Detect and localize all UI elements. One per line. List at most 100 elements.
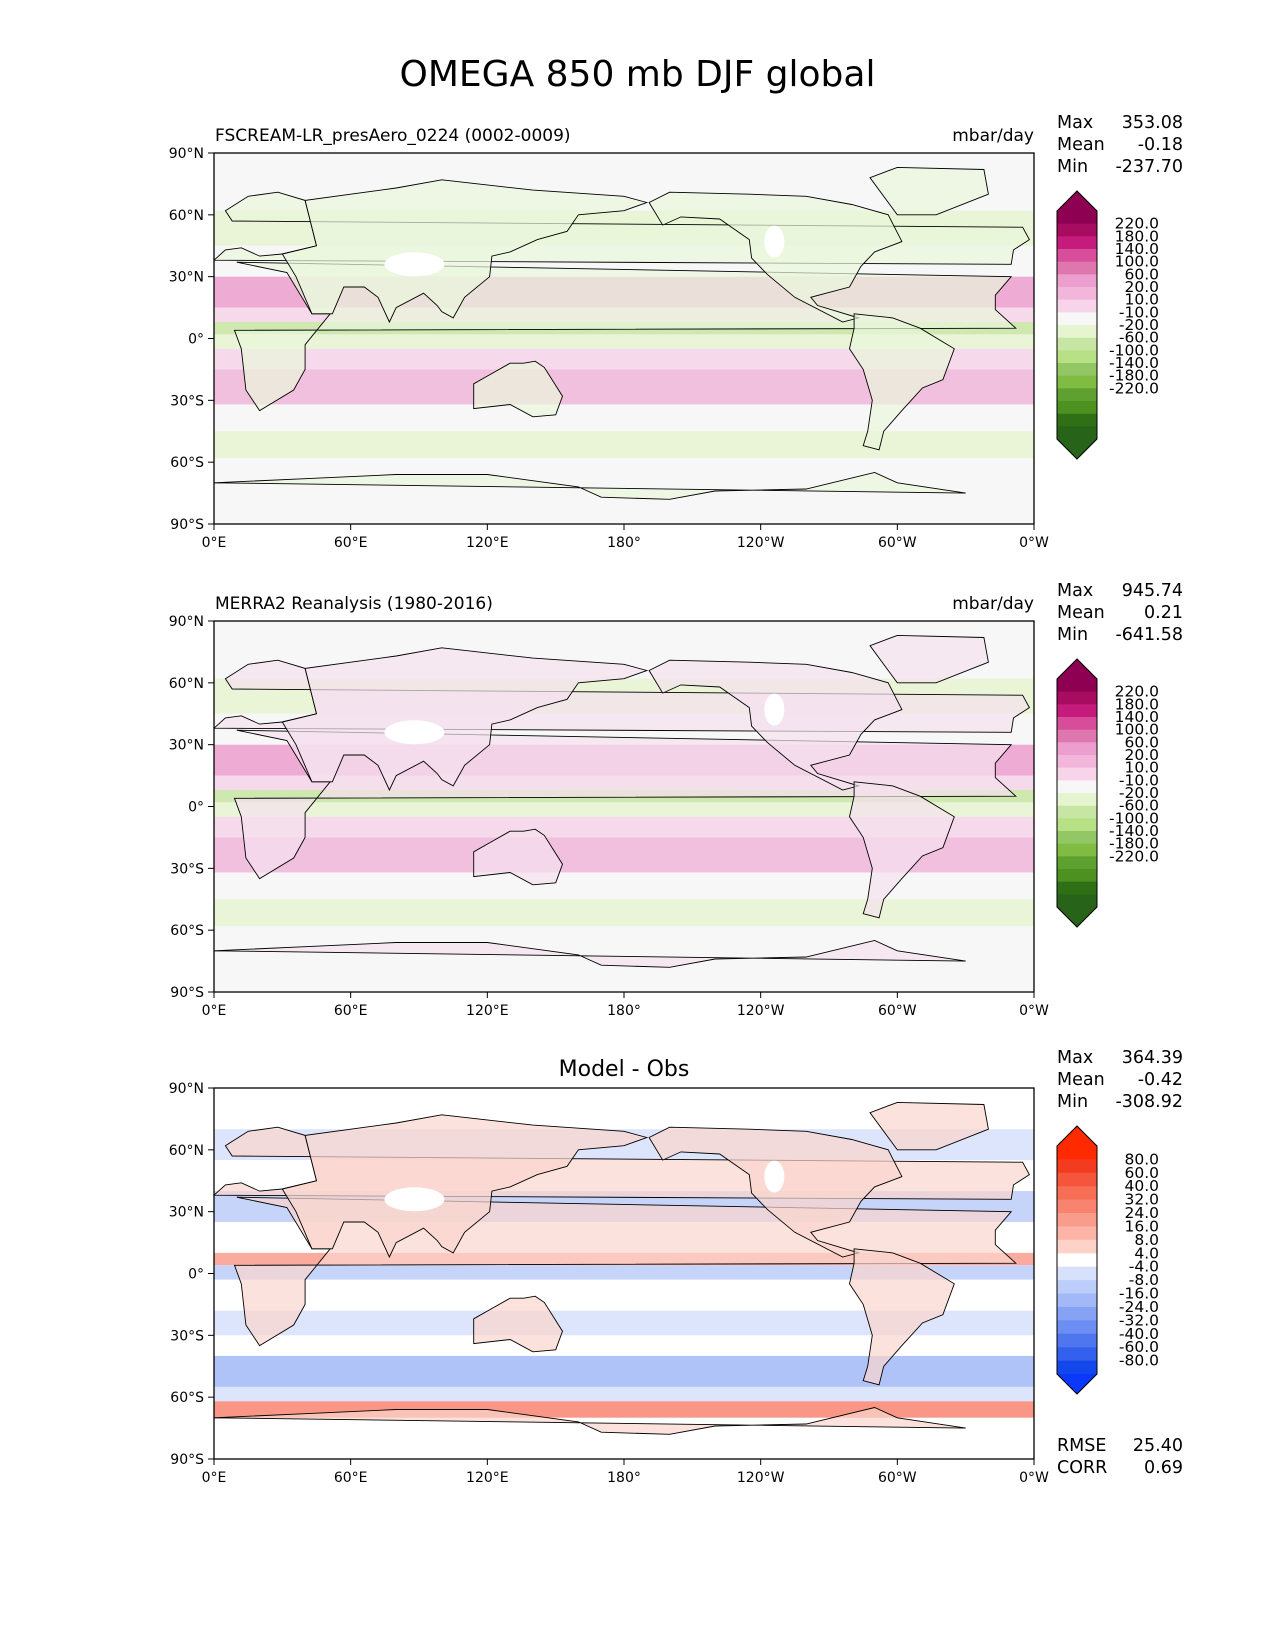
- colorbar-outline: [1056, 1125, 1098, 1395]
- colorbar-tick-label: -16.0: [1119, 1285, 1159, 1303]
- stat-label: Mean: [1057, 603, 1105, 623]
- colorbar-swatch: [1057, 1333, 1097, 1348]
- colorbar-swatch: [1057, 363, 1097, 377]
- colorbar-swatch: [1057, 704, 1097, 718]
- lon-tick-label: 180°: [607, 1470, 641, 1486]
- lat-tick-label: 30°N: [169, 738, 204, 754]
- map-panel-diff: 90°N 60°N 30°N 0° 30°S 60°S 90°S 0°E 60°E 120°E 18…: [169, 1048, 1183, 1486]
- colorbar-extend-max: [1057, 191, 1097, 211]
- lat-tick-label: 0°: [188, 1267, 204, 1283]
- coastline-australia: [473, 360, 563, 418]
- colorbar-swatch: [1057, 691, 1097, 705]
- colorbar-tick-label: 60.0: [1124, 733, 1159, 751]
- coastline-greenland: [869, 634, 989, 684]
- colorbar-tick-label: 140.0: [1115, 708, 1159, 726]
- colorbar-tick-label: -60.0: [1119, 1338, 1159, 1356]
- stat-value: 364.39: [1122, 1048, 1183, 1068]
- colorbar-swatch: [1057, 1239, 1097, 1254]
- colorbar-tick-label: -180.0: [1109, 835, 1159, 853]
- colorbar-tick-label: -24.0: [1119, 1298, 1159, 1316]
- units-label: mbar/day: [952, 594, 1034, 614]
- terrain-mask: [384, 720, 445, 745]
- coastline-australia: [473, 1295, 563, 1353]
- map-plot-area: [214, 621, 1034, 991]
- lat-tick-label: 60°N: [169, 208, 204, 224]
- colorbar-swatch: [1057, 742, 1097, 756]
- colorbar-swatch: [1057, 717, 1097, 731]
- units-label: mbar/day: [952, 126, 1034, 146]
- stat-value: 353.08: [1122, 113, 1183, 133]
- colorbar-swatch: [1057, 856, 1097, 870]
- field-band: [214, 334, 1034, 349]
- colorbar-swatch: [1057, 818, 1097, 832]
- colorbar-tick-label: -140.0: [1109, 354, 1159, 372]
- field-band: [214, 1386, 1034, 1402]
- colorbar-swatch: [1057, 1199, 1097, 1214]
- colorbar-extend-min: [1057, 907, 1097, 927]
- coastline-samerica: [849, 1248, 955, 1386]
- lon-tick-label: 120°W: [737, 1003, 785, 1019]
- lat-tick-label: 90°N: [169, 1081, 204, 1097]
- field-band: [214, 348, 1034, 370]
- stat-label: Max: [1057, 113, 1093, 133]
- terrain-mask: [384, 252, 445, 277]
- lon-tick-label: 0°E: [202, 1470, 227, 1486]
- colorbar-tick-label: -220.0: [1109, 379, 1159, 397]
- colorbar-swatch: [1057, 1159, 1097, 1174]
- colorbar-swatch: [1057, 413, 1097, 427]
- lat-tick-label: 90°S: [170, 985, 204, 1001]
- field-band: [214, 431, 1034, 459]
- terrain-mask: [764, 693, 785, 726]
- lat-tick-label: 60°N: [169, 1143, 204, 1159]
- colorbar-swatch: [1057, 1253, 1097, 1268]
- field-band: [214, 1335, 1034, 1356]
- colorbar-swatch: [1057, 869, 1097, 883]
- colorbar-swatch: [1057, 1347, 1097, 1361]
- panel-title: MERRA2 Reanalysis (1980-2016): [215, 594, 493, 614]
- colorbar-tick-label: 180.0: [1115, 227, 1159, 245]
- stat-value: -308.92: [1115, 1092, 1183, 1112]
- colorbar-tick-label: 220.0: [1115, 683, 1159, 701]
- lat-tick-label: 60°N: [169, 676, 204, 692]
- colorbar-tick-label: 10.0: [1124, 759, 1159, 777]
- colorbar-tick-label: -40.0: [1119, 1325, 1159, 1343]
- stat-label: Max: [1057, 1048, 1093, 1068]
- colorbar-swatch: [1057, 793, 1097, 807]
- colorbar-swatch: [1057, 1320, 1097, 1335]
- colorbar-swatch: [1057, 337, 1097, 351]
- colorbar-swatch: [1057, 1293, 1097, 1308]
- colorbar-swatch: [1057, 805, 1097, 819]
- stat-value: 945.74: [1122, 581, 1183, 601]
- colorbar-tick-label: 100.0: [1115, 253, 1159, 271]
- colorbar-swatch: [1057, 236, 1097, 250]
- colorbar-swatch: [1057, 729, 1097, 743]
- lon-tick-label: 180°: [607, 535, 641, 551]
- colorbar-tick-label: -60.0: [1119, 329, 1159, 347]
- lat-tick-label: 30°N: [169, 1205, 204, 1221]
- lon-tick-label: 60°W: [878, 1003, 917, 1019]
- colorbar-tick-label: -8.0: [1129, 1271, 1159, 1289]
- colorbar-tick-label: 80.0: [1124, 1150, 1159, 1168]
- lon-tick-label: 0°E: [202, 1003, 227, 1019]
- colorbar-tick-label: 140.0: [1115, 240, 1159, 258]
- terrain-mask: [764, 1160, 785, 1193]
- colorbar-tick-label: 40.0: [1124, 1177, 1159, 1195]
- field-band: [214, 1355, 1034, 1387]
- colorbar-swatch: [1057, 831, 1097, 845]
- map-panel-obs: 90°N 60°N 30°N 0° 30°S 60°S 90°S 0°E 60°E 120°E 18…: [169, 581, 1183, 1019]
- colorbar-tick-label: 60.0: [1124, 265, 1159, 283]
- stat-label: CORR: [1057, 1458, 1107, 1478]
- colorbar-tick-label: 60.0: [1124, 1164, 1159, 1182]
- colorbar-tick-label: -140.0: [1109, 822, 1159, 840]
- colorbar-swatch: [1057, 1266, 1097, 1281]
- lat-tick-label: 30°S: [170, 1328, 204, 1344]
- colorbar-swatch: [1057, 1306, 1097, 1321]
- colorbar-swatch: [1057, 299, 1097, 313]
- lon-tick-label: 60°W: [878, 1470, 917, 1486]
- lat-tick-label: 30°S: [170, 393, 204, 409]
- page-title: OMEGA 850 mb DJF global: [399, 54, 876, 95]
- lon-tick-label: 0°W: [1019, 535, 1049, 551]
- colorbar-tick-label: -100.0: [1109, 809, 1159, 827]
- terrain-mask: [764, 225, 785, 258]
